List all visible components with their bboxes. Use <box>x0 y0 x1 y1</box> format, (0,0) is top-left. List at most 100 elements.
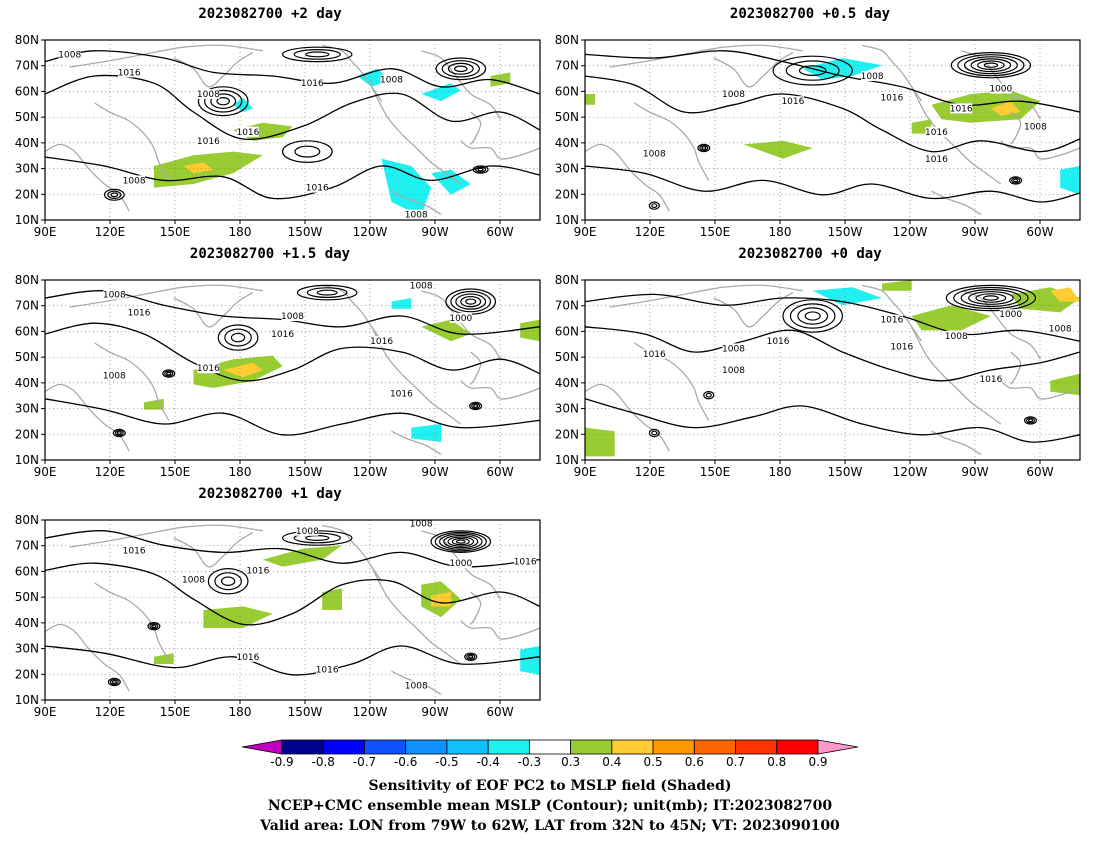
isobar-ring <box>149 623 159 630</box>
colorbar: -0.9 -0.8 -0.7 -0.6 -0.5 -0.4 -0.3 0.3 0.4 0.5 0.6… <box>241 738 862 778</box>
sensitivity-shading <box>153 653 174 664</box>
isobar <box>584 50 1081 113</box>
sensitivity-shading <box>520 646 540 675</box>
lat-tick-label: 70N <box>15 59 39 73</box>
contour-label: 1016 <box>781 97 804 107</box>
contour-label-bg <box>58 49 81 60</box>
map-plus-1-day: 1008 1016 1008 1016 1016 1016 1000 1016 1008 1008… <box>15 513 541 719</box>
isobar-ring <box>316 289 338 296</box>
coastline <box>609 44 803 68</box>
contour-label-bg <box>236 651 259 662</box>
caption-line-3: Valid area: LON from 79W to 62W, LAT fro… <box>260 818 840 834</box>
coastline <box>420 50 501 120</box>
isobar <box>584 165 1081 203</box>
lon-tick-label: 90E <box>34 225 57 239</box>
lat-tick-label: 30N <box>15 402 39 416</box>
lat-tick-label: 40N <box>15 616 39 630</box>
isobar <box>44 645 541 676</box>
isobar-ring <box>451 537 470 546</box>
lat-tick-label: 10N <box>555 213 579 227</box>
isobar-ring <box>103 188 125 201</box>
contour-label-bg <box>123 545 146 556</box>
isobar-ring <box>945 284 1037 312</box>
isobar-ring <box>804 311 821 321</box>
lon-tick-label: 90W <box>421 225 448 239</box>
contour-label: 1016 <box>767 337 790 347</box>
colorbar-label: 0.8 <box>767 755 786 769</box>
coastline <box>94 342 170 421</box>
lat-tick-label: 80N <box>555 273 579 287</box>
lon-tick-label: 150W <box>828 465 863 479</box>
colorbar-label: 0.3 <box>561 755 580 769</box>
colorbar-label: -0.9 <box>270 755 293 769</box>
lon-tick-label: 150E <box>700 465 731 479</box>
coastline <box>713 292 794 328</box>
contour-label-bg <box>767 336 790 347</box>
contour-label-bg <box>449 312 472 323</box>
contour-label-bg <box>301 78 324 89</box>
isobar-ring <box>224 328 252 347</box>
isobar-ring <box>197 86 249 117</box>
isobar-ring <box>204 89 243 113</box>
lat-tick-label: 50N <box>555 110 579 124</box>
map-frame <box>584 39 1081 221</box>
contour-label: 1008 <box>410 520 433 530</box>
isobar-ring <box>651 430 658 436</box>
map-plus-2-day: 1008 1016 1016 1008 1008 1016 1016 1016 1008 1008… <box>15 33 541 239</box>
contour-label-bg <box>123 175 146 186</box>
contour-label-bg <box>1024 121 1047 132</box>
colorbar-label: 0.4 <box>602 755 621 769</box>
sensitivity-shading <box>490 72 511 87</box>
lon-tick-label: 150W <box>288 225 323 239</box>
lat-tick-label: 50N <box>15 110 39 124</box>
lon-tick-label: 150E <box>700 225 731 239</box>
sensitivity-shading <box>1050 373 1080 396</box>
isobar <box>44 156 541 200</box>
contour-label-bg <box>390 388 413 399</box>
panel-title: 2023082700 +1 day <box>198 486 342 502</box>
isobar <box>584 398 1081 443</box>
map-frame <box>44 279 541 461</box>
contour-label: 1016 <box>880 316 903 326</box>
contour-label: 1016 <box>514 557 537 567</box>
contour-label: 1016 <box>979 375 1002 385</box>
contour-label: 1008 <box>410 281 433 291</box>
lat-tick-label: 30N <box>555 162 579 176</box>
lat-tick-label: 50N <box>15 590 39 604</box>
colorbar-label: 0.6 <box>685 755 704 769</box>
isobar-ring <box>460 295 482 308</box>
lon-tick-label: 120W <box>893 225 928 239</box>
panel-plus-1-5-day: 2023082700 +1.5 day 1008 1016 1008 1008 1016… <box>0 246 541 486</box>
isobar-ring <box>983 62 999 68</box>
lon-tick-label: 150E <box>160 465 191 479</box>
contour-label: 1016 <box>925 128 948 138</box>
figure-captions: Sensitivity of EOF PC2 to MSLP field (Sh… <box>0 776 1100 836</box>
isobar-ring <box>112 428 126 438</box>
isobar-ring <box>293 48 341 60</box>
colorbar-label: -0.8 <box>312 755 335 769</box>
sensitivity-shading <box>585 94 595 105</box>
isobar-ring <box>454 65 468 73</box>
coastline <box>931 430 982 456</box>
contour-label-bg <box>514 556 537 567</box>
lon-tick-label: 90E <box>574 225 597 239</box>
contour-label: 1008 <box>405 682 428 692</box>
coastline <box>609 284 803 308</box>
isobar-ring <box>953 286 1029 310</box>
lat-tick-label: 40N <box>15 376 39 390</box>
coastline <box>931 190 982 216</box>
colorbar-min-arrow <box>241 739 283 755</box>
contour-label-bg <box>979 374 1002 384</box>
isobar-ring <box>648 201 660 210</box>
contour-label: 1008 <box>103 290 126 300</box>
colorbar-segment <box>528 739 572 755</box>
coastline <box>960 290 1041 360</box>
coastline <box>44 623 130 692</box>
contour-label-bg <box>296 525 319 536</box>
panel-title: 2023082700 +0.5 day <box>729 6 891 22</box>
isobar-ring <box>434 531 487 552</box>
lon-tick-label: 180 <box>229 225 252 239</box>
lat-tick-label: 70N <box>555 59 579 73</box>
coastline <box>69 284 263 308</box>
isobar-ring <box>116 431 122 435</box>
